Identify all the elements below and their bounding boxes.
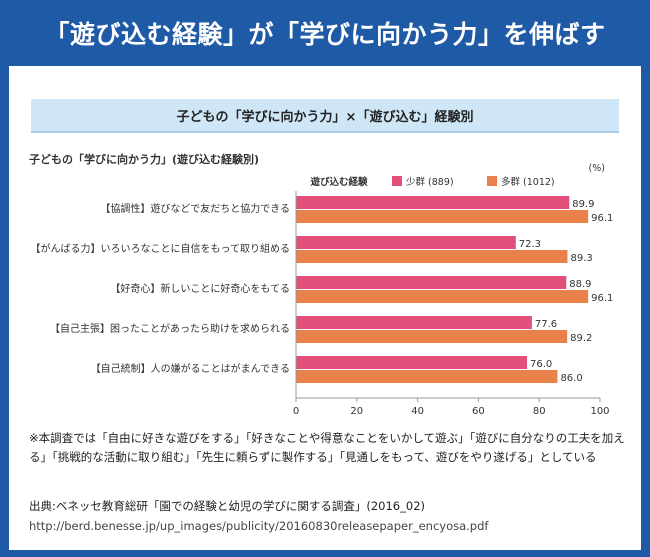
bar	[296, 290, 589, 303]
bar	[296, 196, 570, 209]
category-label: 【好奇心】新しいことに好奇心をもてる	[110, 282, 290, 295]
bar	[296, 316, 532, 329]
legend-title: 遊び込む経験	[310, 176, 368, 188]
bar	[296, 210, 589, 223]
bar	[296, 330, 568, 343]
source-url[interactable]: http://berd.benesse.jp/up_images/publici…	[29, 519, 489, 533]
category-label: 【がんばる力】いろいろなことに自信をもって取り組める	[31, 242, 291, 255]
source-block: 出典:ベネッセ教育総研「園での経験と幼児の学びに関する調査」(2016_02) …	[29, 496, 629, 536]
bar	[296, 356, 528, 369]
bar	[296, 236, 516, 249]
category-label: 【自己主張】困ったことがあったら助けを求められる	[50, 322, 290, 335]
x-tick-label: 100	[590, 406, 609, 417]
legend-label: 多群 (1012)	[501, 176, 555, 188]
bar	[296, 250, 568, 263]
category-label: 【協調性】遊びなどで友だちと協力できる	[100, 202, 290, 215]
source-label: 出典:ベネッセ教育総研「園での経験と幼児の学びに関する調査」(2016_02)	[29, 499, 425, 513]
chart-section-header: 子どもの「学びに向かう力」×「遊び込む」経験別	[31, 99, 619, 133]
legend-label: 少群 (889)	[406, 176, 454, 188]
x-tick-label: 80	[533, 406, 546, 417]
bar	[296, 276, 567, 289]
category-label: 【自己統制】人の嫌がることはがまんできる	[91, 362, 290, 375]
content-panel: 子どもの「学びに向かう力」×「遊び込む」経験別 子どもの「学びに向かう力」(遊び…	[9, 66, 641, 550]
page-title: 「遊び込む経験」が「学びに向かう力」を伸ばす	[0, 0, 650, 66]
unit-label: (%)	[589, 163, 605, 174]
data-label: 72.3	[519, 239, 541, 250]
legend-swatch	[487, 176, 497, 186]
bar	[296, 370, 558, 383]
chart-title: 子どもの「学びに向かう力」(遊び込む経験別)	[29, 153, 260, 166]
x-tick-label: 20	[350, 406, 363, 417]
x-tick-label: 60	[472, 406, 485, 417]
x-tick-label: 40	[411, 406, 424, 417]
data-label: 89.9	[572, 199, 594, 210]
data-label: 96.1	[591, 213, 613, 224]
data-label: 88.9	[569, 279, 591, 290]
x-tick-label: 0	[293, 406, 299, 417]
data-label: 89.2	[570, 333, 592, 344]
data-label: 89.3	[570, 253, 592, 264]
data-label: 76.0	[530, 359, 552, 370]
survey-note: ※本調査では「自由に好きな遊びをする」「好きなことや得意なことをいかして遊ぶ」「…	[29, 431, 625, 464]
data-label: 77.6	[535, 319, 557, 330]
data-label: 96.1	[591, 293, 613, 304]
bar-chart: 遊び込む経験 少群 (889) 多群 (1012) (%) 【協調性】遊びなどで友だちと…	[31, 163, 614, 417]
data-label: 86.0	[560, 373, 582, 384]
legend-swatch	[392, 176, 402, 186]
